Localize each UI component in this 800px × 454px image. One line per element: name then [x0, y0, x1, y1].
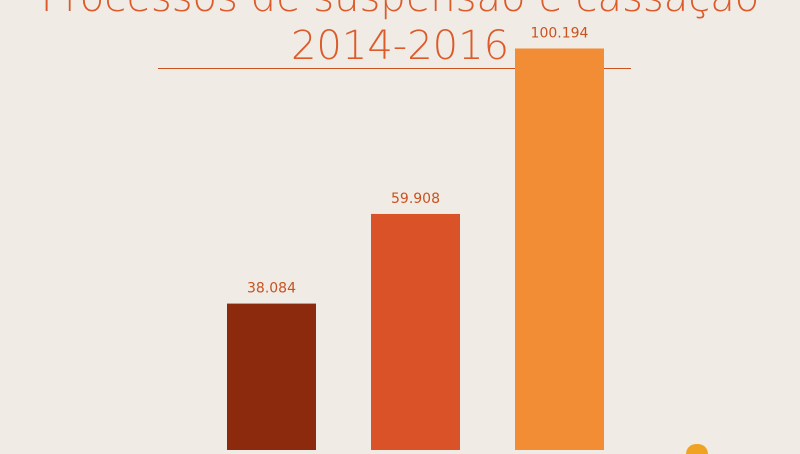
bar-3	[515, 48, 604, 450]
bar-3-value-label: 100.194	[531, 25, 589, 41]
title-divider	[158, 68, 631, 69]
chart-title-line-1: Processos de suspensão e cassação	[0, 0, 800, 18]
logo-icon	[686, 444, 708, 454]
bar-2-value-label: 59.908	[391, 191, 440, 207]
bar-2	[371, 213, 460, 450]
bar-1-value-label: 38.084	[247, 281, 296, 297]
chart-title-line-2: 2014-2016	[290, 23, 510, 69]
bar-1	[227, 303, 316, 450]
